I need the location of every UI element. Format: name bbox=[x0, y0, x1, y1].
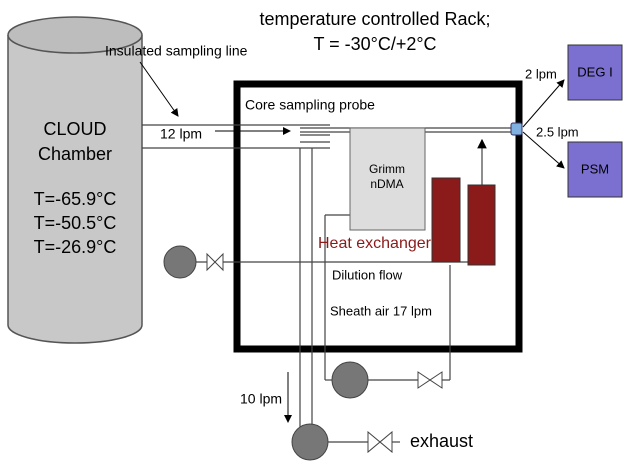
label: 2 lpm bbox=[525, 66, 557, 81]
rack bbox=[233, 80, 523, 353]
instrument-label: PSM bbox=[581, 161, 609, 176]
label: 2.5 lpm bbox=[536, 124, 579, 139]
title-line: temperature controlled Rack; bbox=[259, 9, 490, 29]
instrument-label: nDMA bbox=[370, 177, 403, 191]
cloud-chamber bbox=[7, 16, 143, 344]
dma-box bbox=[349, 127, 426, 231]
label: Sheath air 17 lpm bbox=[330, 303, 432, 318]
chamber-name: Chamber bbox=[38, 144, 112, 164]
chamber-temperature: T=-65.9°C bbox=[34, 189, 117, 209]
label: Heat exchanger bbox=[318, 235, 432, 252]
chamber-name: CLOUD bbox=[43, 119, 106, 139]
heat-exchanger-2 bbox=[467, 184, 496, 266]
valves bbox=[206, 252, 443, 454]
chamber-temperature: T=-26.9°C bbox=[34, 237, 117, 257]
label: 10 lpm bbox=[240, 391, 282, 407]
label: exhaust bbox=[410, 431, 473, 451]
label: Core sampling probe bbox=[245, 97, 375, 113]
deg-box bbox=[567, 44, 623, 101]
pumps bbox=[163, 245, 369, 461]
instrument-label: DEG I bbox=[577, 64, 612, 79]
label: 12 lpm bbox=[160, 126, 202, 142]
chamber-temperature: T=-50.5°C bbox=[34, 213, 117, 233]
splitter bbox=[510, 122, 523, 136]
label: Dilution flow bbox=[332, 267, 403, 282]
title-line: T = -30°C/+2°C bbox=[313, 34, 436, 54]
psm-box bbox=[567, 141, 623, 198]
lines bbox=[139, 61, 565, 443]
instrument-label: Grimm bbox=[369, 162, 405, 176]
heat-exchanger-1 bbox=[431, 177, 461, 263]
label: Insulated sampling line bbox=[105, 43, 248, 59]
